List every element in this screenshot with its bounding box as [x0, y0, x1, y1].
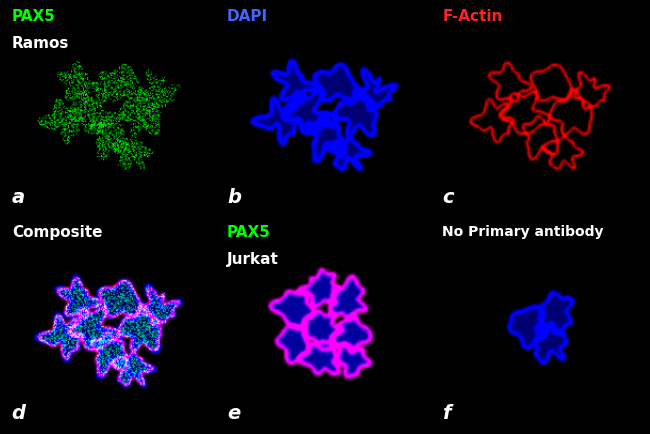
- Text: a: a: [12, 188, 25, 207]
- Text: PAX5: PAX5: [227, 225, 271, 240]
- Text: Ramos: Ramos: [12, 36, 69, 51]
- Text: b: b: [227, 188, 241, 207]
- Text: DAPI: DAPI: [227, 9, 268, 23]
- Text: e: e: [227, 404, 240, 423]
- Text: PAX5: PAX5: [12, 9, 56, 23]
- Text: d: d: [12, 404, 26, 423]
- Text: Composite: Composite: [12, 225, 102, 240]
- Text: No Primary antibody: No Primary antibody: [443, 225, 604, 239]
- Text: Jurkat: Jurkat: [227, 253, 279, 267]
- Text: c: c: [443, 188, 454, 207]
- Text: F-Actin: F-Actin: [443, 9, 503, 23]
- Text: f: f: [443, 404, 451, 423]
